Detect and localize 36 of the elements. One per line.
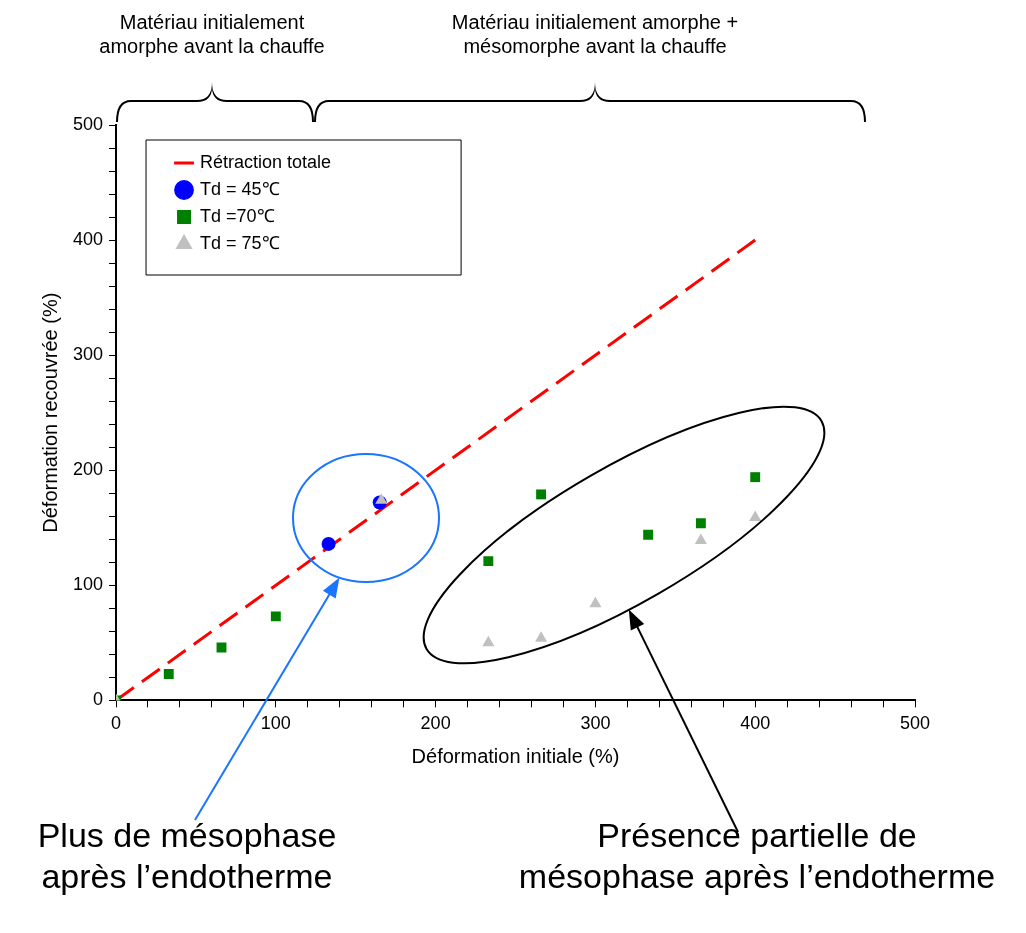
point (270, 611, 281, 622)
x-tick-label: 0 (111, 713, 122, 734)
y-tick-label: 400 (72, 229, 104, 250)
text: Plus de mésophase après l’endotherme (37, 815, 337, 897)
point (589, 596, 602, 608)
x-axis-title: Déformation initiale (%) (411, 744, 620, 767)
point (749, 510, 762, 521)
point (483, 556, 494, 567)
text: Matériau initialement amorphe avant la chauffe (99, 10, 325, 58)
y-tick-label: 200 (72, 459, 104, 480)
legend-label: Td = 45℃ (200, 178, 280, 199)
y-axis-title: Déformation recouvrée (%) (38, 292, 61, 533)
legend-label: Td =70℃ (200, 205, 275, 226)
y-tick-label: 300 (72, 344, 104, 365)
x-tick-label: 500 (899, 713, 931, 734)
x-tick-label: 200 (420, 713, 451, 734)
legend-label: Rétraction totale (200, 151, 332, 172)
legend-label: Td = 75℃ (200, 232, 280, 253)
point (535, 631, 548, 642)
x-tick-label: 400 (740, 713, 771, 734)
point (695, 518, 706, 529)
point (694, 533, 707, 544)
point (375, 493, 388, 504)
point (536, 489, 547, 500)
point (750, 472, 761, 483)
point (482, 635, 495, 647)
point (321, 536, 336, 551)
x-tick-label: 100 (260, 713, 291, 734)
x-tick-label: 300 (580, 713, 611, 734)
y-tick-label: 100 (72, 574, 104, 595)
text: Présence partielle de mésophase après l’endotherme (518, 815, 996, 897)
text: Matériau initialement amorphe + mésomorphe avant la chauffe (451, 10, 739, 58)
point (643, 529, 654, 540)
point (163, 668, 174, 679)
y-tick-label: 0 (93, 689, 104, 710)
y-tick-label: 500 (72, 113, 104, 134)
